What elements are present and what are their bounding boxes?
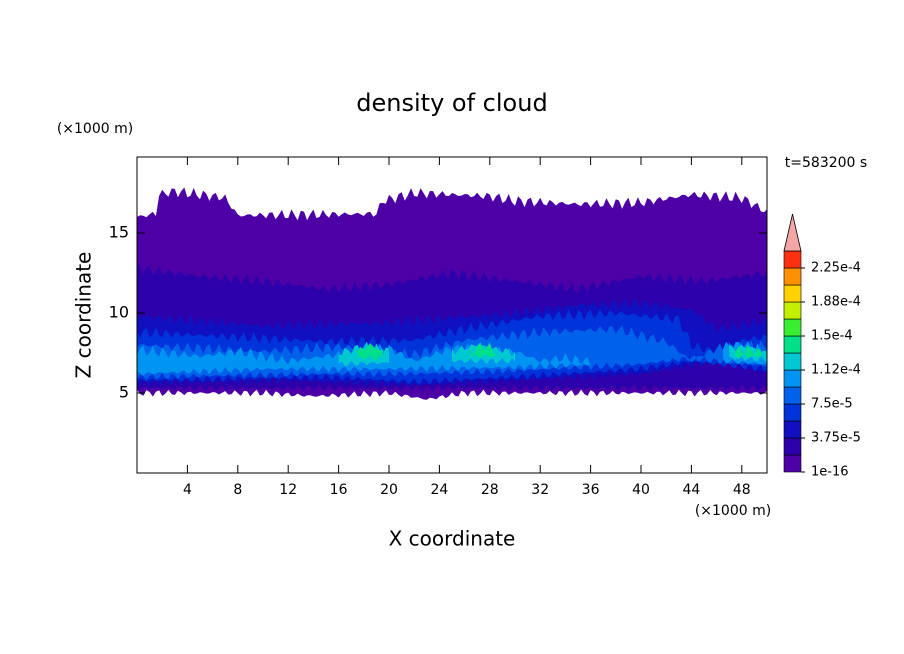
y-tick-label: 15 (109, 223, 129, 242)
contour-field (137, 187, 767, 400)
colorbar-extend (783, 213, 802, 252)
y-tick-label: 5 (119, 383, 129, 402)
contour-band (470, 342, 497, 359)
colorbar-band (783, 267, 802, 286)
x-tick-label: 36 (582, 482, 600, 498)
colorbar-tick-label: 1e-16 (811, 465, 849, 480)
colorbar-tick-label: 1.5e-4 (811, 329, 853, 344)
x-unit: (×1000 m) (695, 503, 771, 519)
colorbar-band (783, 250, 802, 269)
x-tick-label: 40 (632, 482, 650, 498)
colorbar-band (783, 301, 802, 320)
time-label: t=583200 s (785, 155, 867, 171)
y-unit: (×1000 m) (57, 121, 133, 137)
colorbar-tick-label: 3.75e-5 (811, 431, 861, 446)
colorbar-band (783, 335, 802, 354)
contour-band (357, 343, 383, 360)
colorbar-band (783, 369, 802, 388)
colorbar-band (783, 318, 802, 337)
x-tick-label: 12 (279, 482, 297, 498)
colorbar-band (783, 403, 802, 422)
y-tick-label: 10 (109, 303, 129, 322)
colorbar-band (783, 284, 802, 303)
x-tick-label: 28 (481, 482, 499, 498)
colorbar-band (783, 386, 802, 405)
x-tick-label: 20 (380, 482, 398, 498)
colorbar-tick-label: 1.12e-4 (811, 363, 861, 378)
colorbar-band (783, 352, 802, 371)
x-tick-label: 4 (183, 482, 192, 498)
contour-band (735, 344, 761, 360)
colorbar-tick-label: 1.88e-4 (811, 295, 861, 310)
colorbar-band (783, 437, 802, 456)
x-tick-label: 16 (330, 482, 348, 498)
x-tick-label: 44 (682, 482, 700, 498)
colorbar-tick-label: 2.25e-4 (811, 261, 861, 276)
colorbar-band (783, 420, 802, 439)
colorbar-tick-label: 7.5e-5 (811, 397, 853, 412)
x-tick-label: 24 (430, 482, 448, 498)
x-axis-label: X coordinate (389, 527, 516, 551)
colorbar-band (783, 454, 802, 473)
plot-frame (136, 156, 768, 474)
x-tick-label: 48 (733, 482, 751, 498)
y-axis-label: Z coordinate (72, 252, 96, 379)
x-tick-label: 8 (233, 482, 242, 498)
chart-title: density of cloud (356, 89, 547, 117)
x-tick-label: 32 (531, 482, 549, 498)
